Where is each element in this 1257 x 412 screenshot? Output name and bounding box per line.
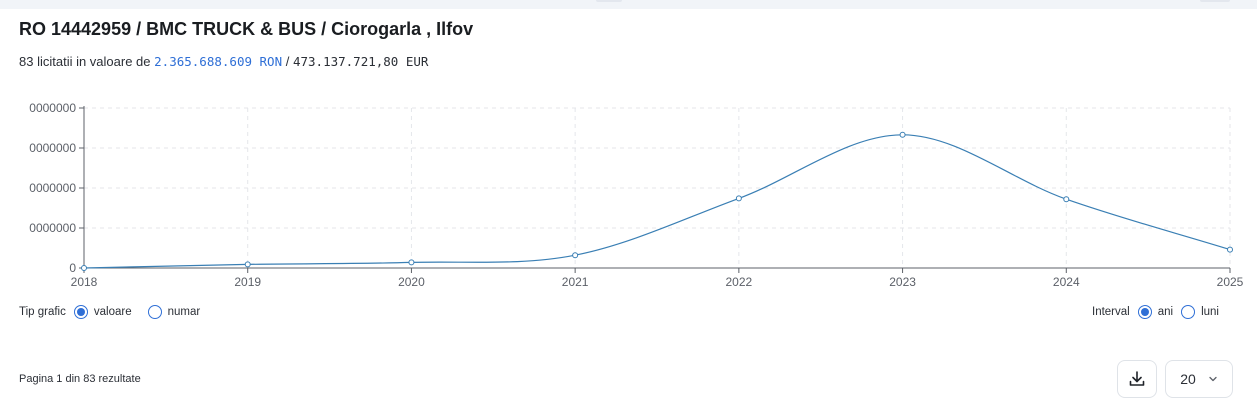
y-tick-label: 0 — [69, 261, 76, 275]
summary-line: 83 licitatii in valoare de 2.365.688.609… — [19, 54, 428, 69]
data-point — [1063, 196, 1070, 203]
summary-separator: / — [285, 54, 290, 69]
page-title: RO 14442959 / BMC TRUCK & BUS / Ciorogar… — [19, 19, 474, 39]
x-tick-label: 2022 — [726, 275, 753, 289]
top-bar — [0, 0, 1257, 9]
interval-label: Interval — [1092, 306, 1130, 318]
value-eur: 473.137.721,80 EUR — [292, 54, 429, 69]
page-size-select[interactable]: 20 — [1165, 360, 1233, 398]
chart-type-control: Tip grafic valoare numar — [19, 302, 200, 322]
data-point — [81, 265, 87, 271]
radio-numar[interactable] — [147, 305, 162, 319]
x-tick-label: 2020 — [398, 275, 425, 289]
value-ron: 2.365.688.609 RON — [154, 54, 283, 69]
page-size-value: 20 — [1180, 371, 1196, 387]
radio-ani-label[interactable]: ani — [1157, 306, 1174, 318]
radio-numar-label[interactable]: numar — [167, 306, 201, 318]
x-tick-label: 2024 — [1053, 275, 1080, 289]
data-point — [408, 259, 415, 266]
data-point — [572, 252, 579, 259]
chevron-down-icon — [1209, 376, 1217, 382]
radio-valoare[interactable] — [73, 305, 88, 319]
radio-luni-label[interactable]: luni — [1201, 306, 1219, 318]
y-tick-label: 0000000 — [29, 101, 76, 115]
download-icon — [1129, 371, 1145, 386]
radio-ani[interactable] — [1137, 305, 1152, 319]
series-line — [83, 134, 1231, 269]
pagination-info: Pagina 1 din 83 rezultate — [19, 373, 141, 385]
interval-control: Interval ani luni — [1092, 302, 1219, 322]
radio-valoare-label[interactable]: valoare — [93, 306, 132, 318]
y-tick-label: 0000000 — [29, 181, 76, 195]
data-point — [735, 195, 742, 202]
top-bar-handle — [596, 0, 622, 2]
x-tick-label: 2025 — [1217, 275, 1244, 289]
chart-type-label: Tip grafic — [19, 306, 66, 318]
radio-luni[interactable] — [1181, 305, 1196, 319]
data-point — [899, 131, 906, 138]
top-bar-handle — [1200, 0, 1230, 2]
x-tick-label: 2023 — [889, 275, 916, 289]
y-tick-label: 0000000 — [29, 221, 76, 235]
data-point — [1227, 246, 1233, 253]
x-tick-label: 2019 — [234, 275, 261, 289]
data-point — [244, 261, 251, 268]
summary-prefix: 83 licitatii in valoare de — [19, 54, 151, 69]
x-tick-label: 2021 — [562, 275, 589, 289]
download-button[interactable] — [1117, 360, 1157, 398]
x-tick-label: 2018 — [71, 275, 98, 289]
y-tick-label: 0000000 — [29, 141, 76, 155]
